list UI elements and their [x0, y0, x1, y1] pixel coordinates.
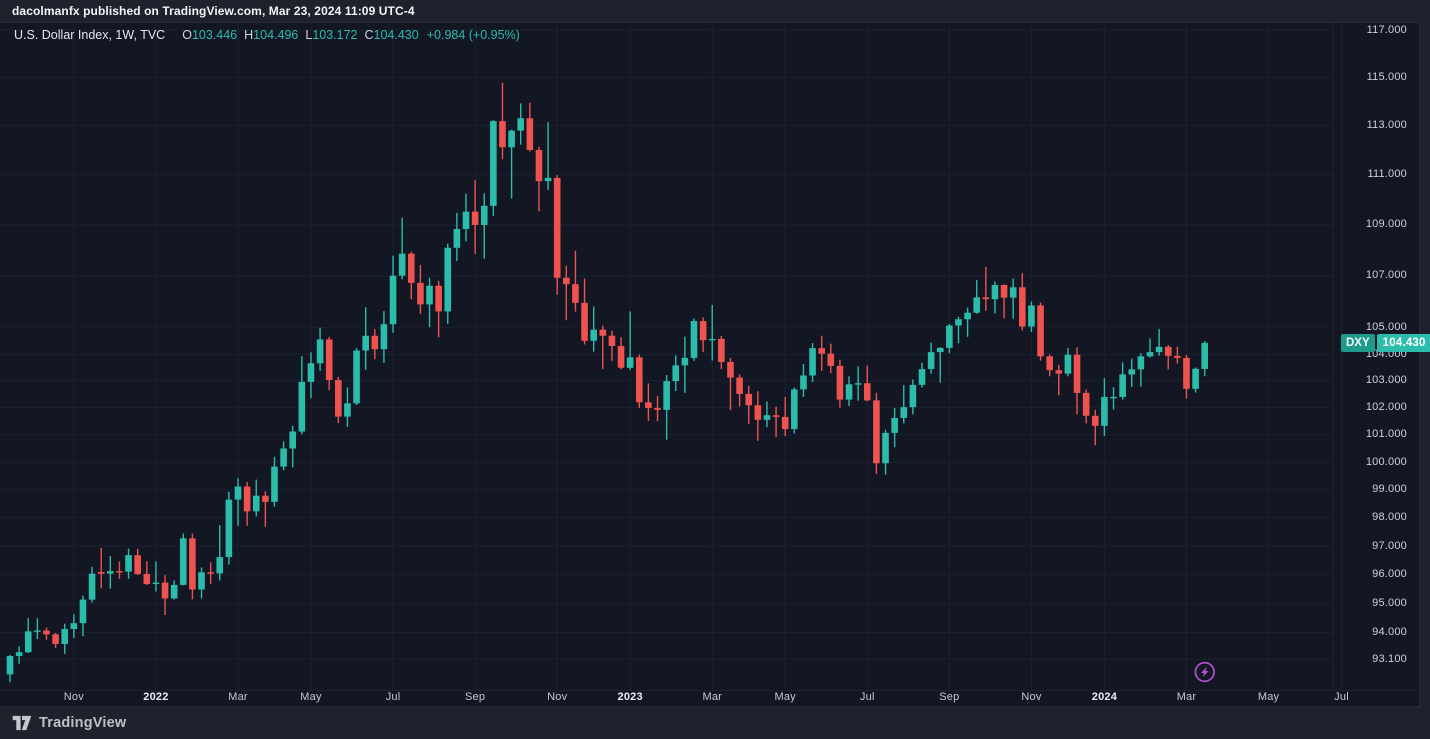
price-tick-93.100: 93.100 [1372, 652, 1407, 665]
price-tick-100.000: 100.000 [1365, 455, 1407, 468]
price-tick-113.000: 113.000 [1366, 119, 1407, 132]
ohlc-value-O: 103.446 [191, 28, 238, 42]
footer-bar: TradingView [0, 707, 1430, 739]
ohlc-value-L: 103.172 [312, 28, 358, 42]
price-tick-94.000: 94.000 [1372, 626, 1407, 639]
publish-info-text: dacolmanfx published on TradingView.com,… [12, 4, 415, 18]
price-tick-96.000: 96.000 [1372, 568, 1407, 581]
time-tick-Sep: Sep [465, 691, 486, 703]
price-tick-117.000: 117.000 [1366, 23, 1407, 36]
time-tick-Nov: Nov [1021, 691, 1042, 703]
ohlc-label-H: H [244, 28, 254, 42]
last-price-value: 104.430 [1376, 333, 1430, 352]
chart-frame[interactable] [0, 22, 1420, 707]
price-change: +0.984 (+0.95%) [426, 28, 520, 42]
price-tick-115.000: 115.000 [1366, 70, 1407, 83]
time-tick-Mar: Mar [228, 691, 248, 703]
time-tick-Nov: Nov [63, 691, 84, 703]
symbol-title[interactable]: U.S. Dollar Index, 1W, TVC [14, 28, 166, 42]
price-tick-103.000: 103.000 [1365, 374, 1407, 387]
price-tick-98.000: 98.000 [1372, 511, 1407, 524]
time-tick-Jul: Jul [385, 691, 401, 703]
last-price-symbol: DXY [1341, 333, 1375, 352]
price-tick-102.000: 102.000 [1365, 401, 1407, 414]
price-tick-95.000: 95.000 [1372, 596, 1407, 609]
price-axis-separator [1333, 23, 1334, 690]
price-tick-101.000: 101.000 [1365, 428, 1407, 441]
ohlc-label-O: O [182, 28, 192, 42]
last-price-label: DXY 104.430 [1341, 333, 1430, 352]
time-tick-2024: 2024 [1091, 691, 1118, 703]
time-tick-May: May [774, 691, 796, 703]
time-tick-Jul: Jul [859, 691, 875, 703]
price-tick-105.000: 105.000 [1365, 321, 1407, 334]
price-tick-97.000: 97.000 [1372, 539, 1407, 552]
ohlc-label-C: C [364, 28, 374, 42]
price-tick-99.000: 99.000 [1372, 483, 1407, 496]
ohlc-label-L: L [305, 28, 313, 42]
time-tick-May: May [1257, 691, 1280, 703]
time-tick-Nov: Nov [547, 691, 568, 703]
symbol-legend[interactable]: U.S. Dollar Index, 1W, TVC O103.446 H104.4… [14, 28, 520, 42]
ohlc-value-H: 104.496 [253, 28, 299, 42]
publish-header: dacolmanfx published on TradingView.com,… [0, 0, 1430, 22]
price-tick-111.000: 111.000 [1367, 168, 1407, 181]
time-tick-Mar: Mar [1176, 691, 1197, 703]
time-tick-2022: 2022 [143, 691, 169, 703]
price-tick-109.000: 109.000 [1365, 218, 1407, 231]
time-tick-May: May [300, 691, 322, 703]
price-tick-107.000: 107.000 [1365, 269, 1407, 282]
ohlc-values: O103.446 H104.496 L103.172 C104.430 [175, 28, 419, 42]
tradingview-logo-icon[interactable] [12, 715, 32, 731]
time-tick-Jul: Jul [1334, 691, 1349, 703]
time-axis-separator [0, 690, 1420, 691]
ohlc-value-C: 104.430 [373, 28, 419, 42]
brand-name[interactable]: TradingView [39, 715, 127, 731]
time-tick-2023: 2023 [617, 691, 643, 703]
time-tick-Sep: Sep [939, 691, 960, 703]
time-tick-Mar: Mar [702, 691, 723, 703]
